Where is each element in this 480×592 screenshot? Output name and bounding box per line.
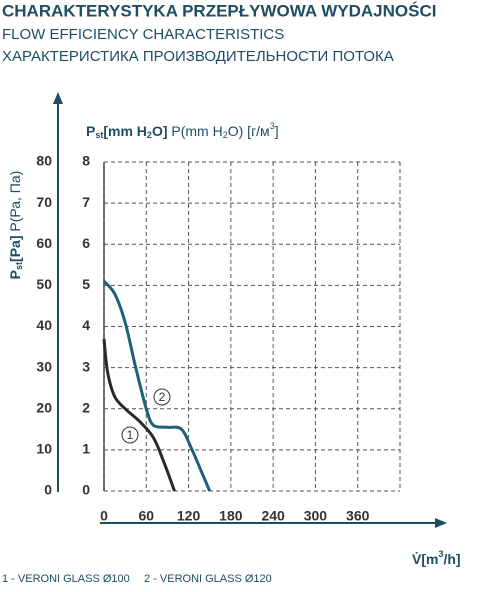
y2-tick-label: 2 (82, 399, 90, 415)
y-tick-label: 10 (36, 441, 52, 457)
x-tick-label: 180 (219, 508, 243, 524)
label-part: V̇[m (412, 551, 438, 567)
y-tick-label: 70 (36, 194, 52, 210)
y-tick-label: 60 (36, 235, 52, 251)
y2-axis-title: Pst[mm H2O] P(mm H2O) [г/м3] (86, 121, 279, 140)
chart-title: CHARAKTERYSTYKA PRZEPŁYWOWA WYDAJNOŚCI (2, 1, 436, 20)
arrow-head (435, 518, 447, 528)
label-part: 3 (438, 549, 443, 559)
label-part: 2 (223, 130, 228, 140)
series-tag: 2 (159, 390, 166, 404)
legend-entry: 1 - VERONI GLASS Ø100 (2, 573, 130, 585)
label-part: 3 (270, 121, 275, 131)
x-tick-label: 0 (100, 508, 108, 524)
x-tick-label: 60 (138, 508, 154, 524)
series-tag-circle (153, 388, 171, 406)
x-tick-label: 120 (177, 508, 201, 524)
label-part: [mm H (103, 123, 147, 139)
chart-subtitle: FLOW EFFICIENCY CHARACTERISTICS (2, 26, 284, 43)
y2-tick-label: 1 (82, 441, 90, 457)
y2-tick-label: 7 (82, 194, 90, 210)
y2-tick-label: 3 (82, 358, 90, 374)
series-tag: 1 (127, 428, 134, 442)
label-part: P (7, 270, 23, 279)
arrow-head (53, 92, 63, 104)
label-part: st (14, 262, 24, 270)
label-part: P(mm H (168, 123, 223, 139)
y2-tick-label: 5 (82, 276, 90, 292)
series-tag-circle (121, 426, 139, 444)
label-part: [Pa] (7, 236, 23, 262)
y2-tick-label: 0 (82, 482, 90, 498)
y-tick-label: 0 (44, 482, 52, 498)
y-tick-label: 20 (36, 399, 52, 415)
legend-entry: 2 - VERONI GLASS Ø120 (144, 573, 272, 585)
label-part: O) [г/м (228, 123, 270, 139)
x-tick-label: 240 (261, 508, 285, 524)
label-part: ] (275, 123, 279, 139)
x-axis-title: V̇[m3/h] (412, 549, 461, 566)
label-part: /h] (443, 551, 460, 567)
chart-subtitle: ХАРАКТЕРИСТИКА ПРОИЗВОДИТЕЛЬНОСТИ ПОТОКА (2, 48, 394, 65)
y-tick-label: 80 (36, 153, 52, 169)
label-part: st (95, 130, 103, 140)
series-line (102, 280, 212, 492)
y-tick-label: 40 (36, 317, 52, 333)
y2-tick-label: 6 (82, 235, 90, 251)
x-tick-label: 300 (304, 508, 328, 524)
y2-tick-label: 8 (82, 153, 90, 169)
y-tick-label: 30 (36, 358, 52, 374)
y2-tick-label: 4 (82, 317, 90, 333)
series-line (102, 338, 176, 492)
label-part: P (86, 123, 95, 139)
label-part: 2 (147, 130, 152, 140)
x-tick-label: 360 (346, 508, 370, 524)
label-part: P(Ра, Па) (7, 171, 23, 236)
y-axis-title: Pst[Pa] P(Ра, Па) (7, 171, 25, 280)
y-tick-label: 50 (36, 276, 52, 292)
label-part: O] (152, 123, 168, 139)
